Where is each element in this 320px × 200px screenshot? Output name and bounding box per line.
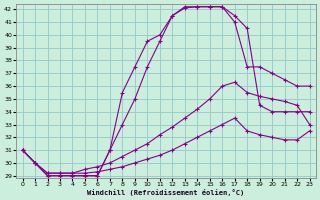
X-axis label: Windchill (Refroidissement éolien,°C): Windchill (Refroidissement éolien,°C) [87, 189, 245, 196]
